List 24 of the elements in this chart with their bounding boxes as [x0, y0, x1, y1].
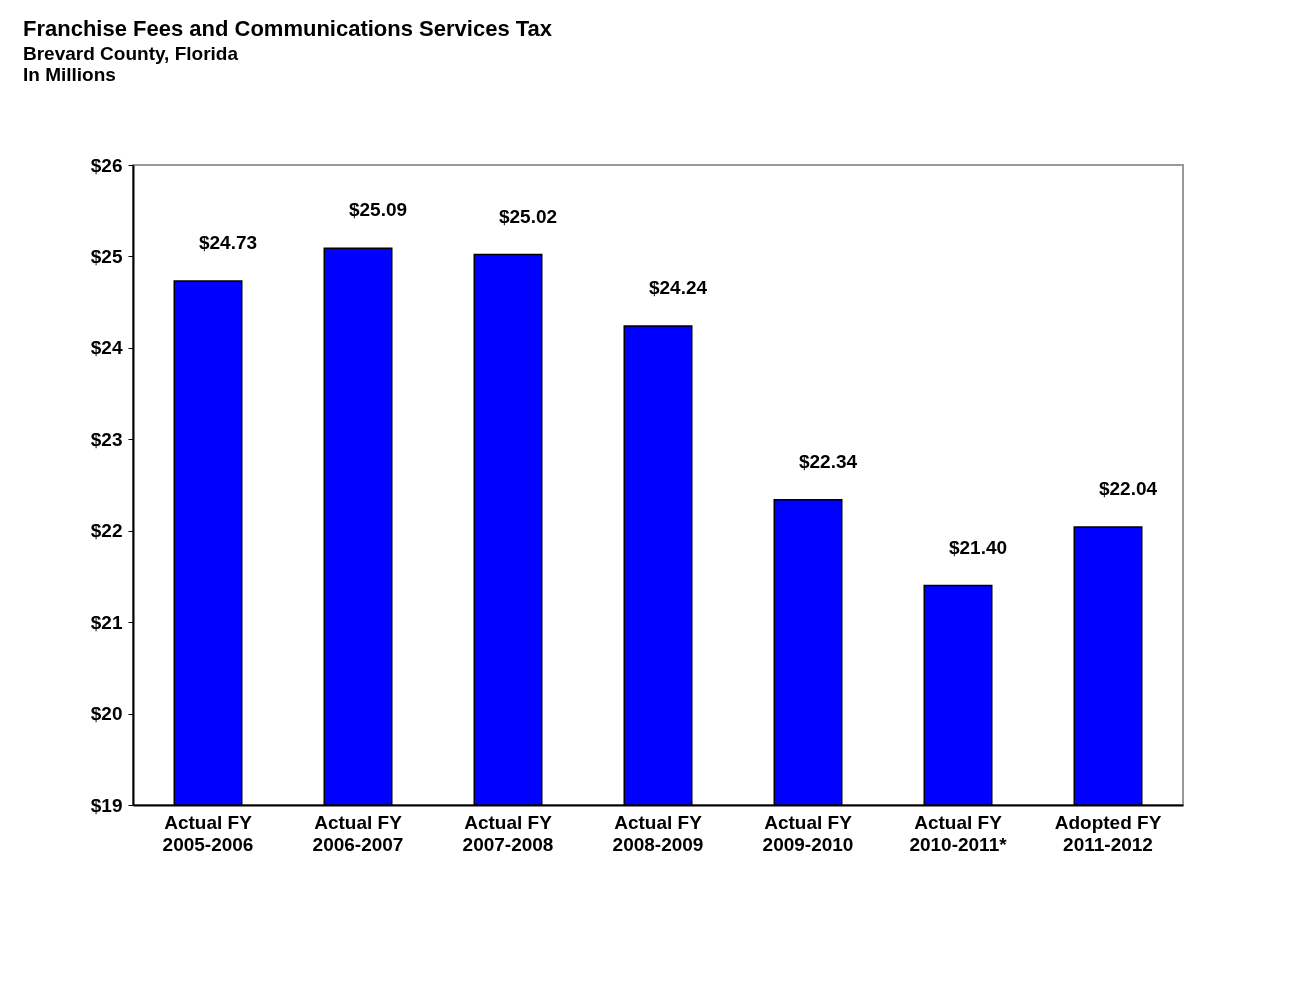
x-tick-label: Adopted FY 2011-2012: [1054, 811, 1162, 855]
data-label: $22.04: [1098, 478, 1158, 500]
y-tick-label: $24: [90, 337, 123, 359]
y-tick-label: $20: [90, 703, 123, 725]
y-tick-label: $22: [90, 520, 123, 542]
chart-subtitle: Brevard County, Florida In Millions: [23, 43, 239, 85]
x-tick-label: Actual FY 2009-2010: [762, 811, 854, 855]
y-tick-label: $19: [90, 794, 123, 816]
chart-title: Franchise Fees and Communications Services Tax: [23, 16, 553, 41]
x-tick-label: Actual FY 2006-2007: [312, 811, 404, 855]
y-tick-label: $23: [90, 428, 123, 450]
data-label: $25.02: [498, 205, 558, 227]
x-tick-label: Actual FY 2010-2011*: [909, 811, 1008, 855]
data-label: $24.24: [648, 276, 708, 298]
x-tick-label: Actual FY 2008-2009: [612, 811, 704, 855]
x-tick-label: Actual FY 2005-2006: [162, 811, 254, 855]
data-label: $25.09: [348, 199, 408, 221]
data-label: $21.40: [948, 536, 1008, 558]
data-label: $24.73: [198, 232, 258, 254]
data-label: $22.34: [798, 450, 858, 472]
y-tick-label: $26: [90, 154, 123, 176]
y-tick-label: $25: [90, 245, 123, 267]
y-tick-label: $21: [90, 611, 123, 633]
x-tick-label: Actual FY 2007-2008: [462, 811, 554, 855]
